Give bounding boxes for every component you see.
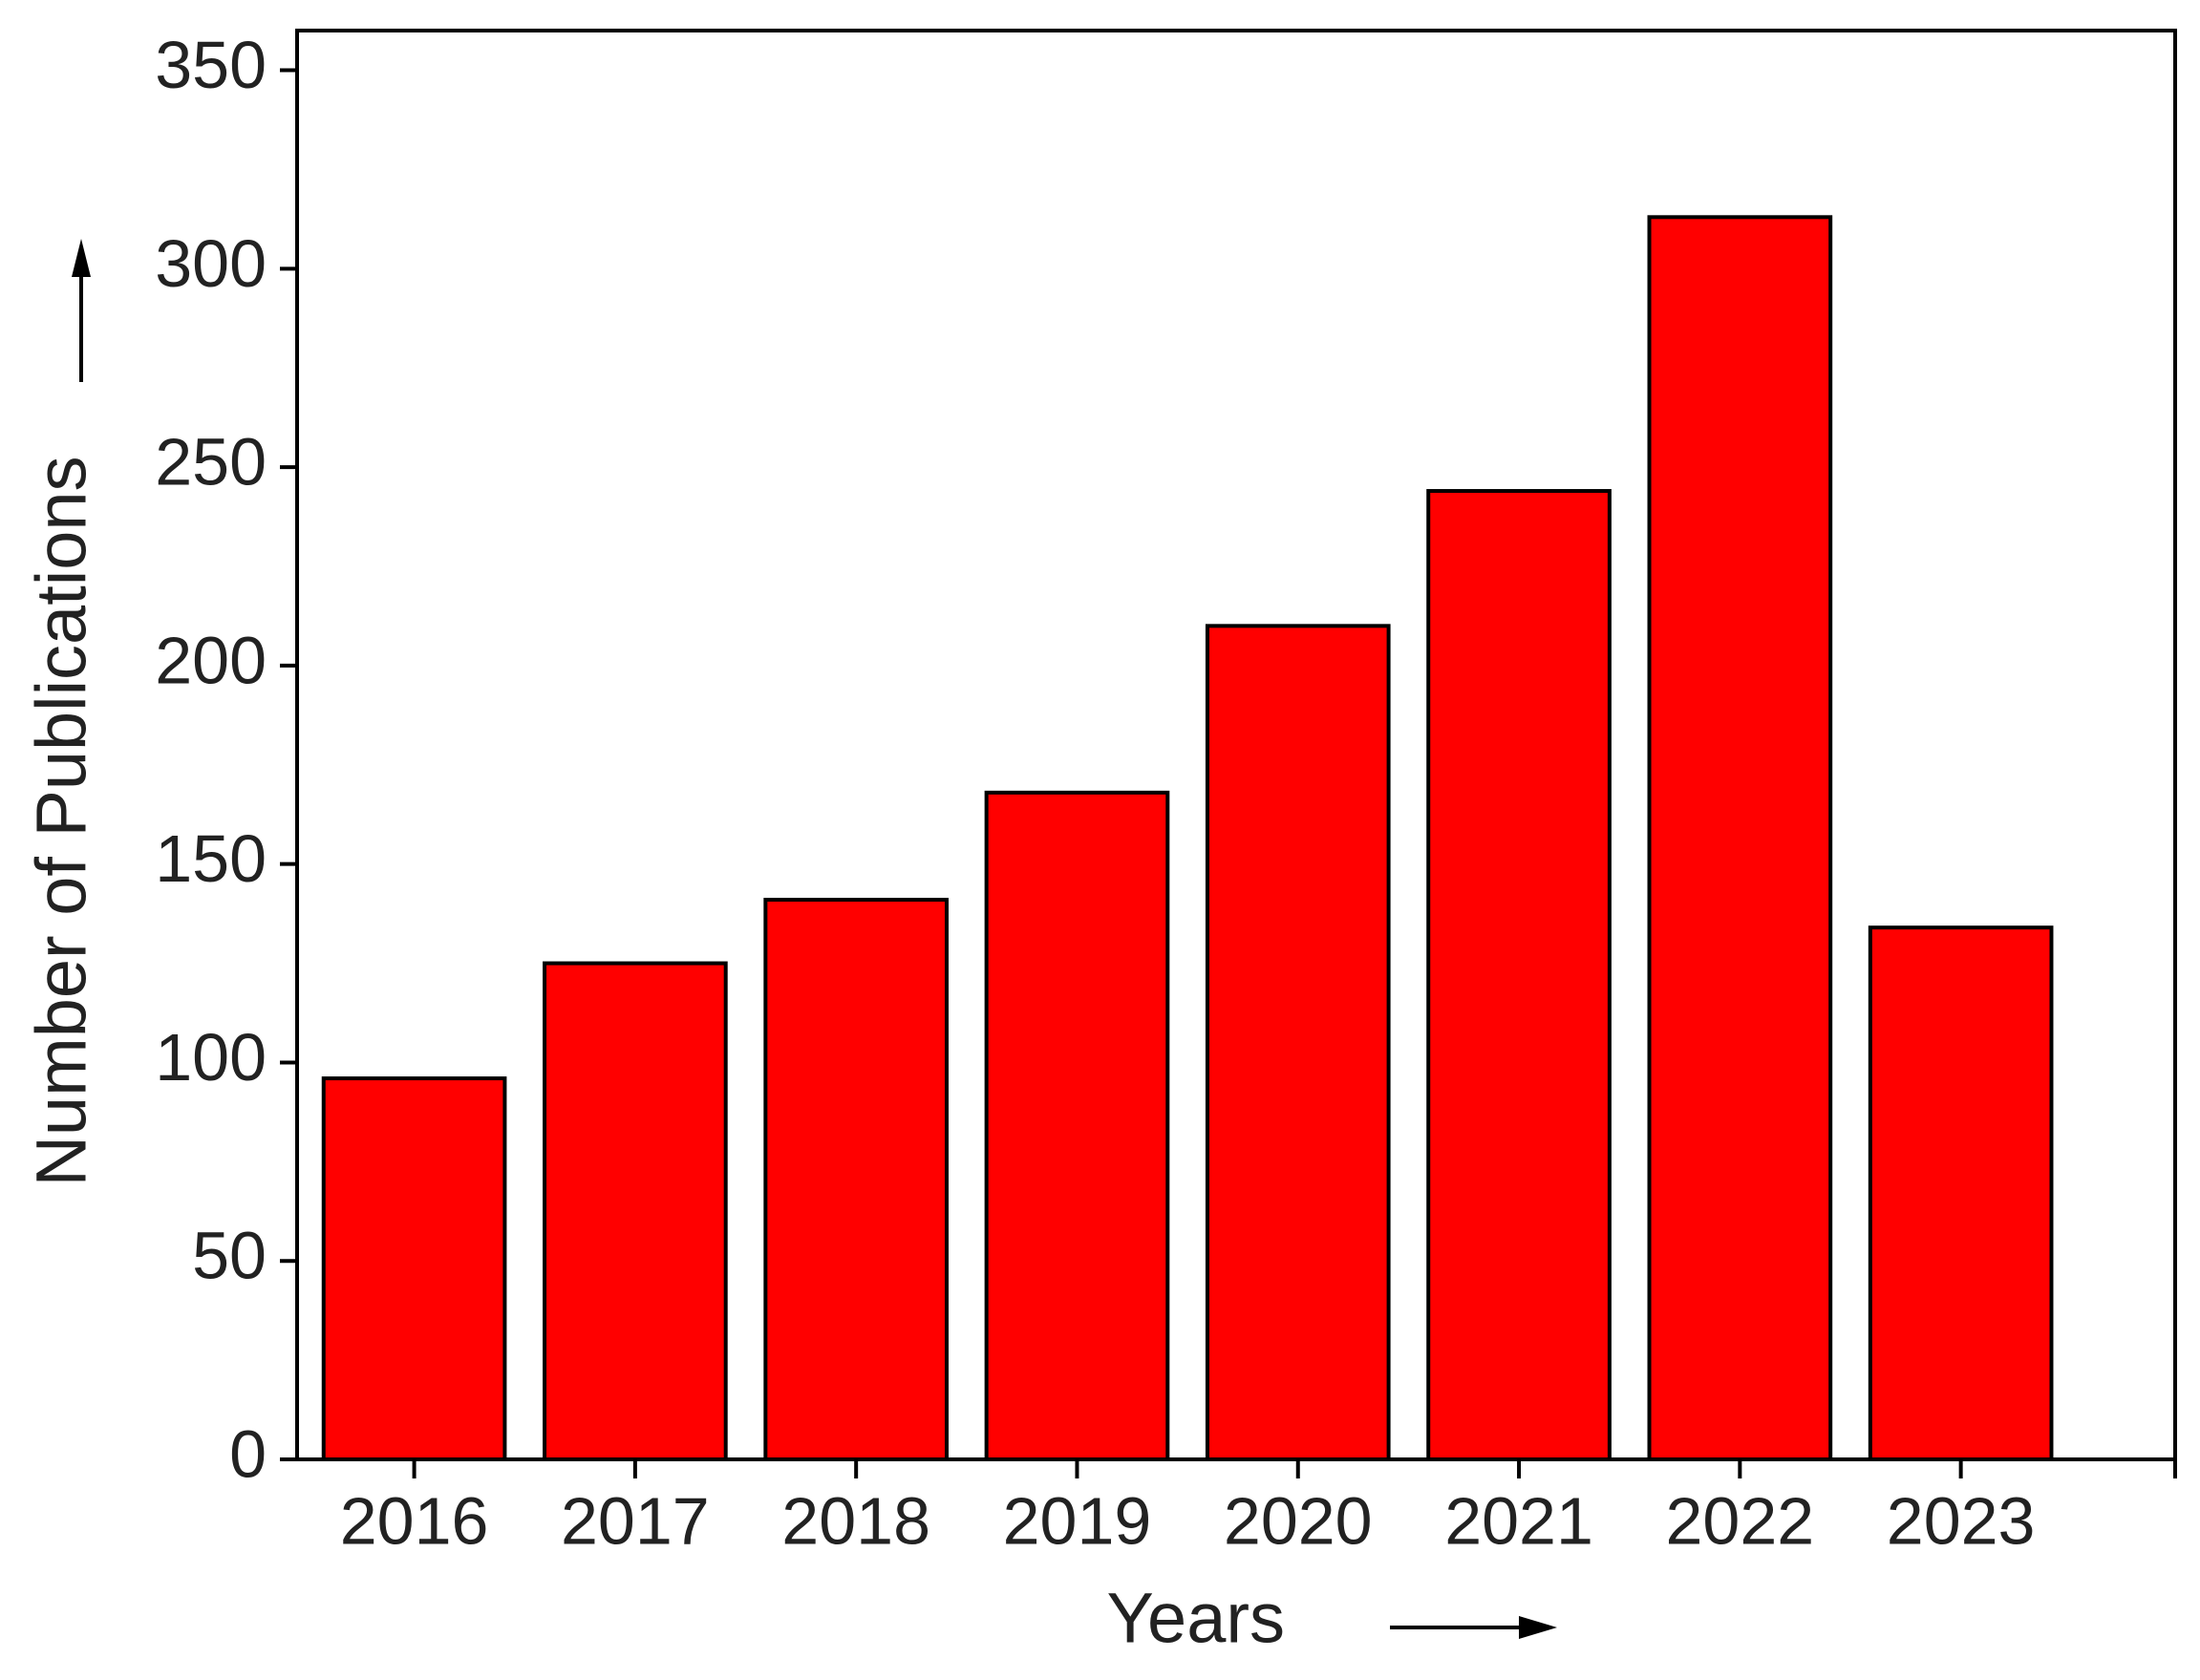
x-tick-label: 2017 — [561, 1483, 710, 1558]
y-axis-title: Number of Publications — [22, 456, 101, 1186]
y-arrowhead — [72, 239, 91, 277]
bar — [1647, 215, 1833, 1461]
y-tick-label: 250 — [155, 425, 267, 500]
x-tick-label: 2021 — [1444, 1483, 1593, 1558]
y-tick-label: 350 — [155, 28, 267, 102]
bar — [1426, 489, 1612, 1461]
bar — [1868, 925, 2054, 1461]
y-tick-label: 150 — [155, 821, 267, 896]
x-tick-label: 2019 — [1003, 1483, 1152, 1558]
x-tick-label: 2016 — [340, 1483, 489, 1558]
y-tick-label: 0 — [229, 1416, 267, 1491]
y-tick-label: 200 — [155, 623, 267, 697]
bar — [321, 1076, 507, 1461]
bar — [984, 790, 1170, 1461]
x-arrowhead — [1519, 1616, 1557, 1639]
bar — [1205, 624, 1391, 1461]
y-tick-label: 100 — [155, 1020, 267, 1095]
x-tick-label: 2023 — [1887, 1483, 2036, 1558]
x-axis-title: Years — [1106, 1579, 1285, 1658]
y-tick-label: 50 — [192, 1219, 267, 1293]
y-tick-label: 300 — [155, 226, 267, 301]
x-tick-label: 2022 — [1665, 1483, 1814, 1558]
x-tick-label: 2020 — [1224, 1483, 1373, 1558]
x-tick-label: 2018 — [781, 1483, 930, 1558]
bar — [763, 898, 950, 1461]
bar — [543, 961, 728, 1461]
